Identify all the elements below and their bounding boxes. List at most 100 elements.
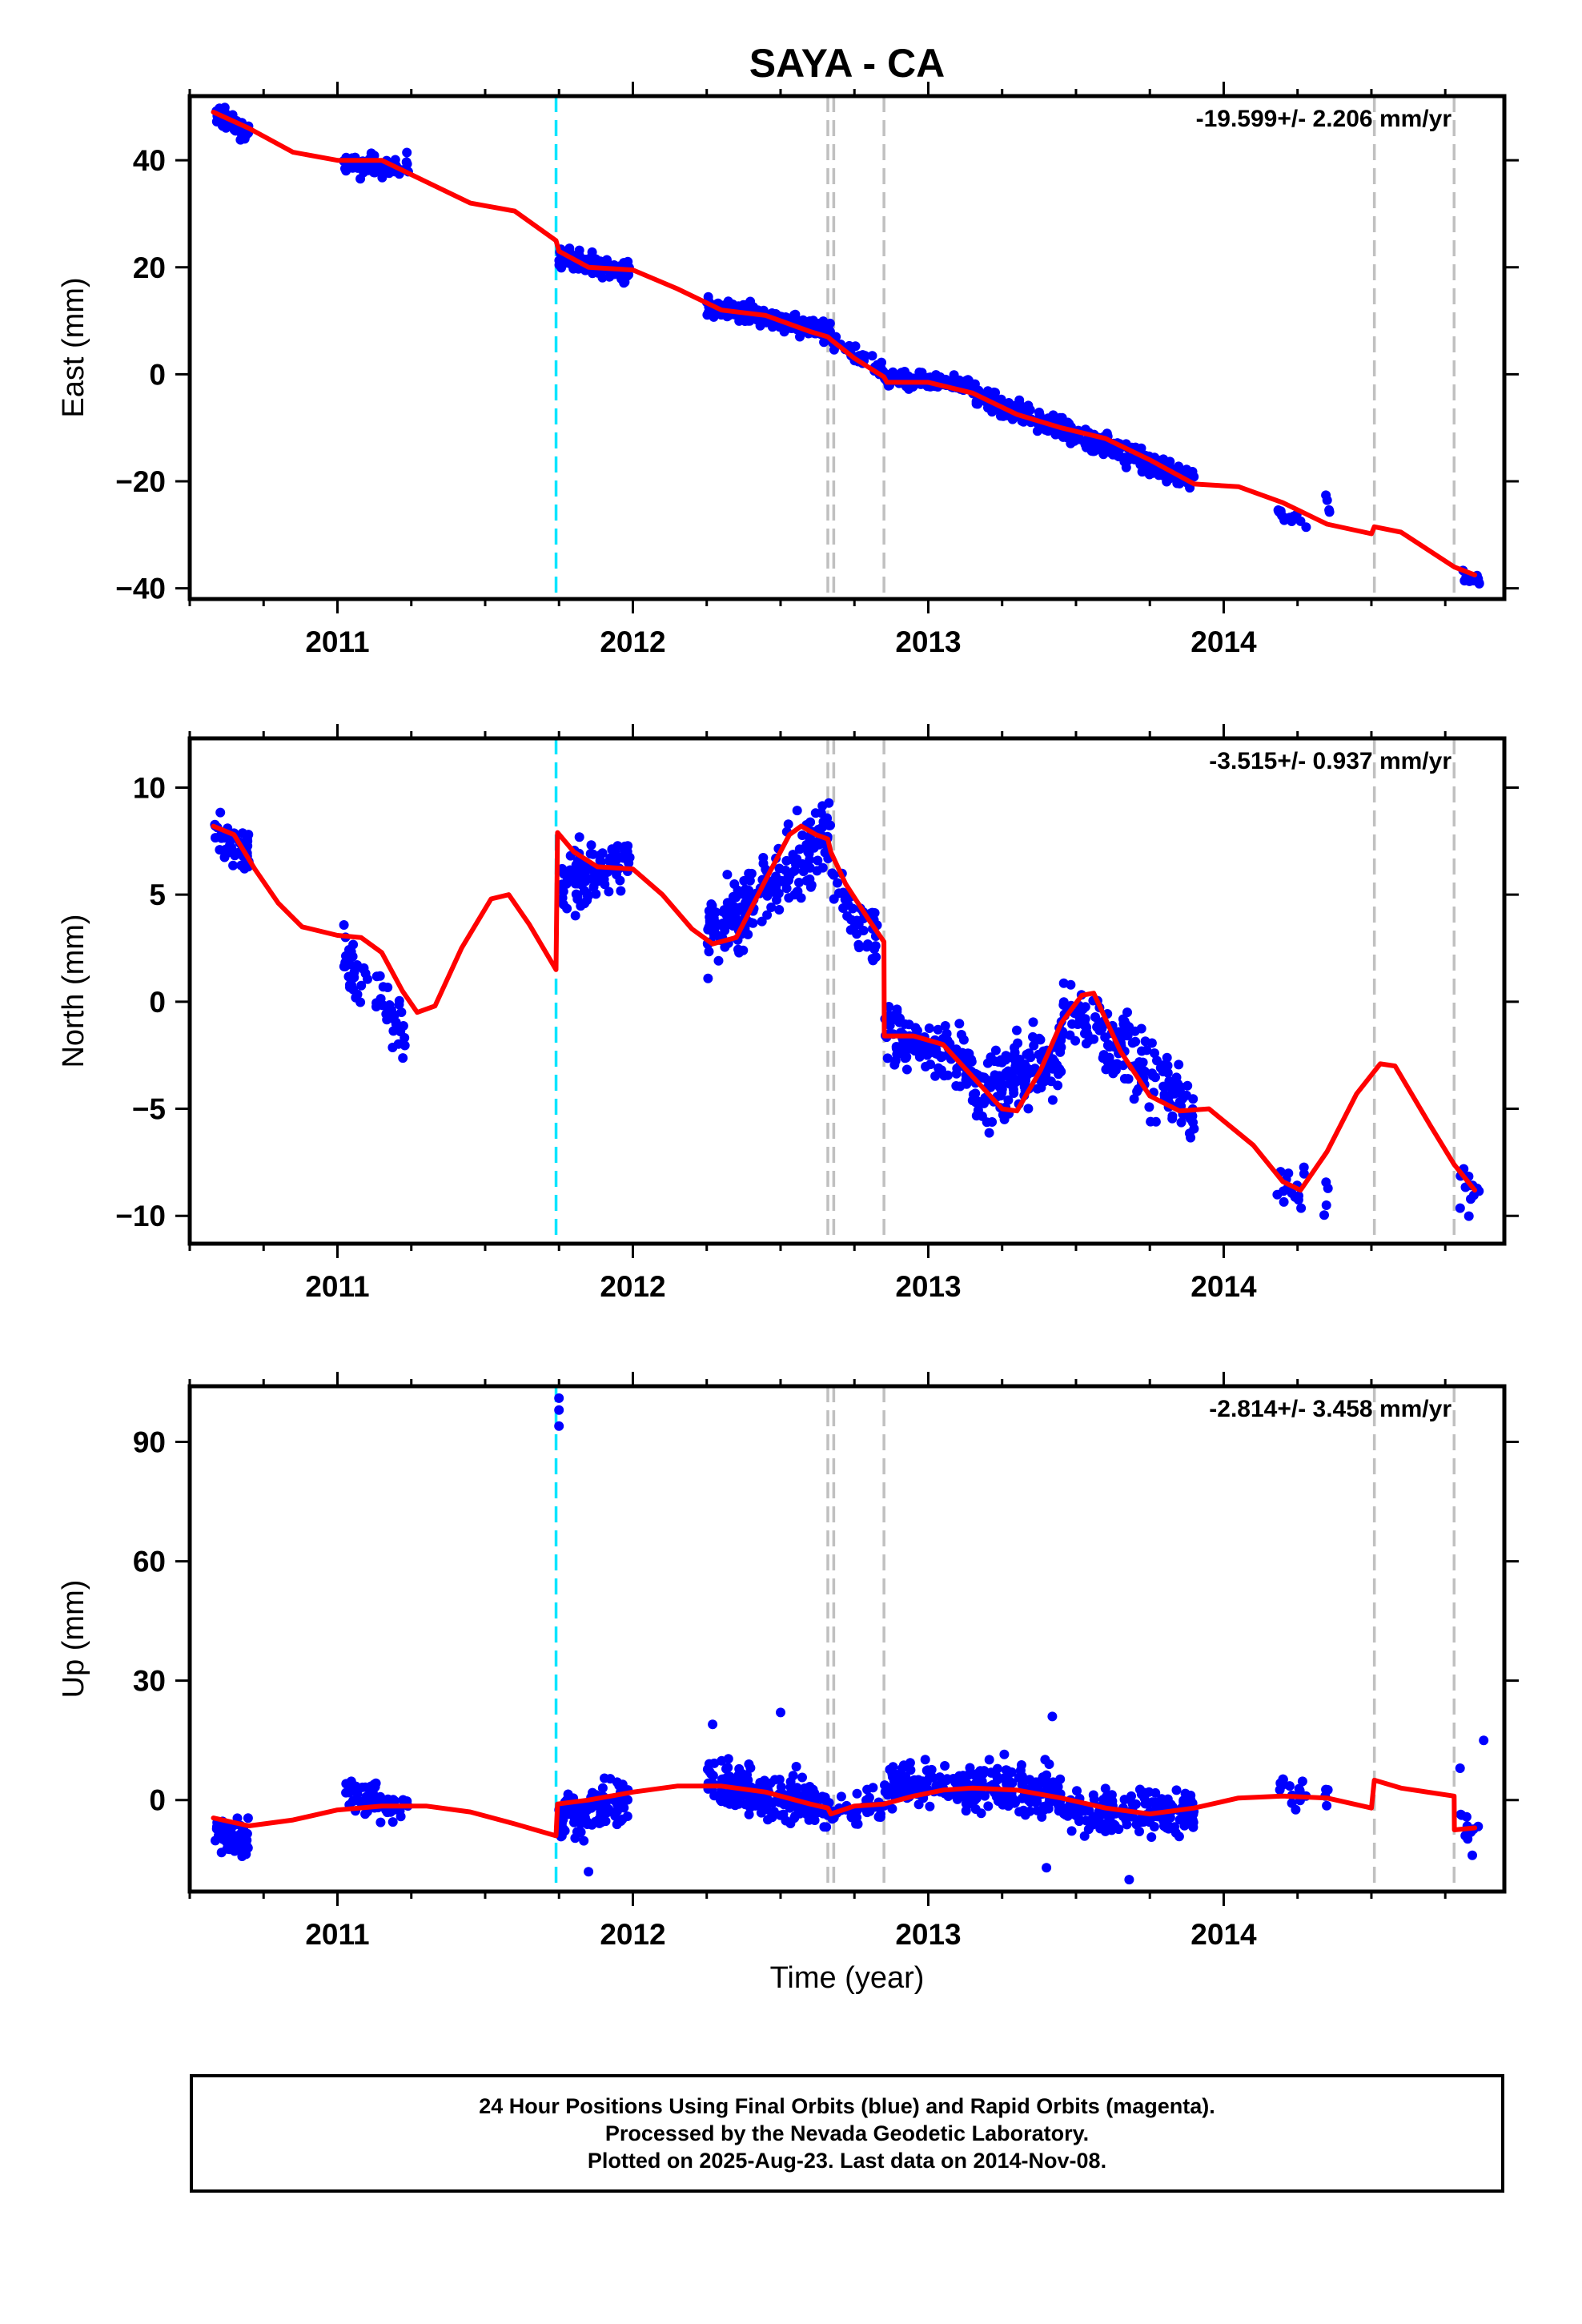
data-point <box>1181 1090 1191 1100</box>
data-point <box>1122 1074 1133 1084</box>
data-point <box>1108 1068 1118 1079</box>
y-tick-label: 5 <box>149 879 166 911</box>
data-point <box>1279 1196 1289 1207</box>
data-point <box>1023 400 1034 411</box>
data-point <box>757 916 767 927</box>
data-point <box>745 917 756 927</box>
data-point <box>757 1803 768 1813</box>
data-point <box>1121 462 1131 472</box>
data-point <box>758 853 769 862</box>
data-point <box>1321 490 1331 501</box>
data-point <box>1321 1200 1331 1210</box>
y-tick-label: 0 <box>149 1784 166 1817</box>
data-point <box>616 1816 626 1826</box>
data-point <box>942 1775 952 1786</box>
data-point <box>570 874 580 884</box>
data-point <box>1057 1031 1067 1041</box>
data-point <box>1468 1190 1479 1200</box>
data-point <box>1322 1800 1332 1811</box>
data-point <box>1047 1711 1058 1722</box>
data-point <box>794 878 804 887</box>
data-point <box>1161 1801 1171 1811</box>
data-point <box>733 944 743 955</box>
data-point <box>1464 1211 1474 1221</box>
data-point <box>1174 1059 1184 1070</box>
footnote-line: Plotted on 2025-Aug-23. Last data on 201… <box>587 2149 1107 2173</box>
data-point <box>1186 1791 1196 1800</box>
data-point <box>1176 1117 1186 1128</box>
data-point <box>1134 1827 1144 1836</box>
data-point <box>371 998 382 1008</box>
data-point <box>717 1796 727 1807</box>
y-tick-label: −10 <box>115 1200 166 1232</box>
y-tick-label: 60 <box>133 1546 166 1578</box>
data-point <box>1150 1787 1161 1798</box>
velocity-label: -3.515+/- 0.937 mm/yr <box>1209 748 1452 774</box>
data-point <box>974 1099 985 1109</box>
data-point <box>983 1801 994 1811</box>
footnote-box: 24 Hour Positions Using Final Orbits (bl… <box>190 2074 1504 2193</box>
data-point <box>597 1783 608 1793</box>
data-point <box>554 1393 564 1403</box>
data-point <box>812 866 822 876</box>
data-point <box>990 1070 1000 1080</box>
y-tick-label: −40 <box>115 573 166 605</box>
data-point <box>731 915 741 926</box>
data-point <box>1138 1057 1148 1068</box>
data-point <box>775 1810 785 1820</box>
data-point <box>816 808 826 818</box>
data-point <box>1323 1183 1333 1193</box>
data-point <box>1028 1017 1038 1027</box>
data-point <box>596 850 606 860</box>
data-point <box>582 888 592 899</box>
data-point <box>1279 1186 1288 1196</box>
data-point <box>1167 1113 1178 1124</box>
data-point <box>1150 1072 1160 1083</box>
data-point <box>1284 1781 1295 1791</box>
plot-area <box>211 1386 1489 1892</box>
data-point <box>381 1009 391 1019</box>
data-point <box>243 1813 253 1823</box>
chart-title: SAYA - CA <box>749 41 946 86</box>
x-tick-label: 2013 <box>895 1918 961 1951</box>
data-point <box>956 1030 966 1039</box>
data-point <box>1290 1192 1300 1202</box>
data-point <box>593 267 604 278</box>
data-point <box>1186 1809 1197 1819</box>
data-point <box>926 1059 936 1070</box>
data-point <box>709 1791 720 1801</box>
data-point <box>1283 1168 1294 1179</box>
data-point <box>1101 1064 1111 1075</box>
data-point <box>1114 452 1124 462</box>
data-point <box>995 411 1006 421</box>
data-point <box>1079 1831 1090 1841</box>
data-point <box>1029 1040 1039 1051</box>
data-point <box>942 1035 953 1046</box>
data-point <box>607 852 617 862</box>
data-point <box>215 845 225 855</box>
data-point <box>1103 1818 1114 1828</box>
data-point <box>1171 1072 1182 1083</box>
data-point <box>398 1053 408 1063</box>
data-point <box>1006 1069 1017 1080</box>
x-tick-label: 2013 <box>895 625 961 658</box>
data-point <box>940 1761 950 1771</box>
data-point <box>363 974 372 984</box>
data-point <box>1184 1128 1195 1139</box>
data-point <box>1142 1045 1152 1055</box>
data-point <box>1066 979 1076 990</box>
data-point <box>708 1771 718 1781</box>
data-point <box>1455 1763 1465 1773</box>
data-point <box>926 1764 937 1775</box>
data-point <box>1066 1826 1077 1836</box>
data-point <box>984 1128 994 1138</box>
data-point <box>1171 1785 1182 1795</box>
data-point <box>1474 578 1484 588</box>
data-point <box>912 1026 922 1035</box>
data-point <box>1050 1056 1060 1067</box>
data-point <box>339 920 349 930</box>
data-point <box>554 1405 564 1415</box>
data-point <box>1010 1061 1021 1072</box>
data-point <box>605 1774 616 1784</box>
data-point <box>762 891 773 901</box>
